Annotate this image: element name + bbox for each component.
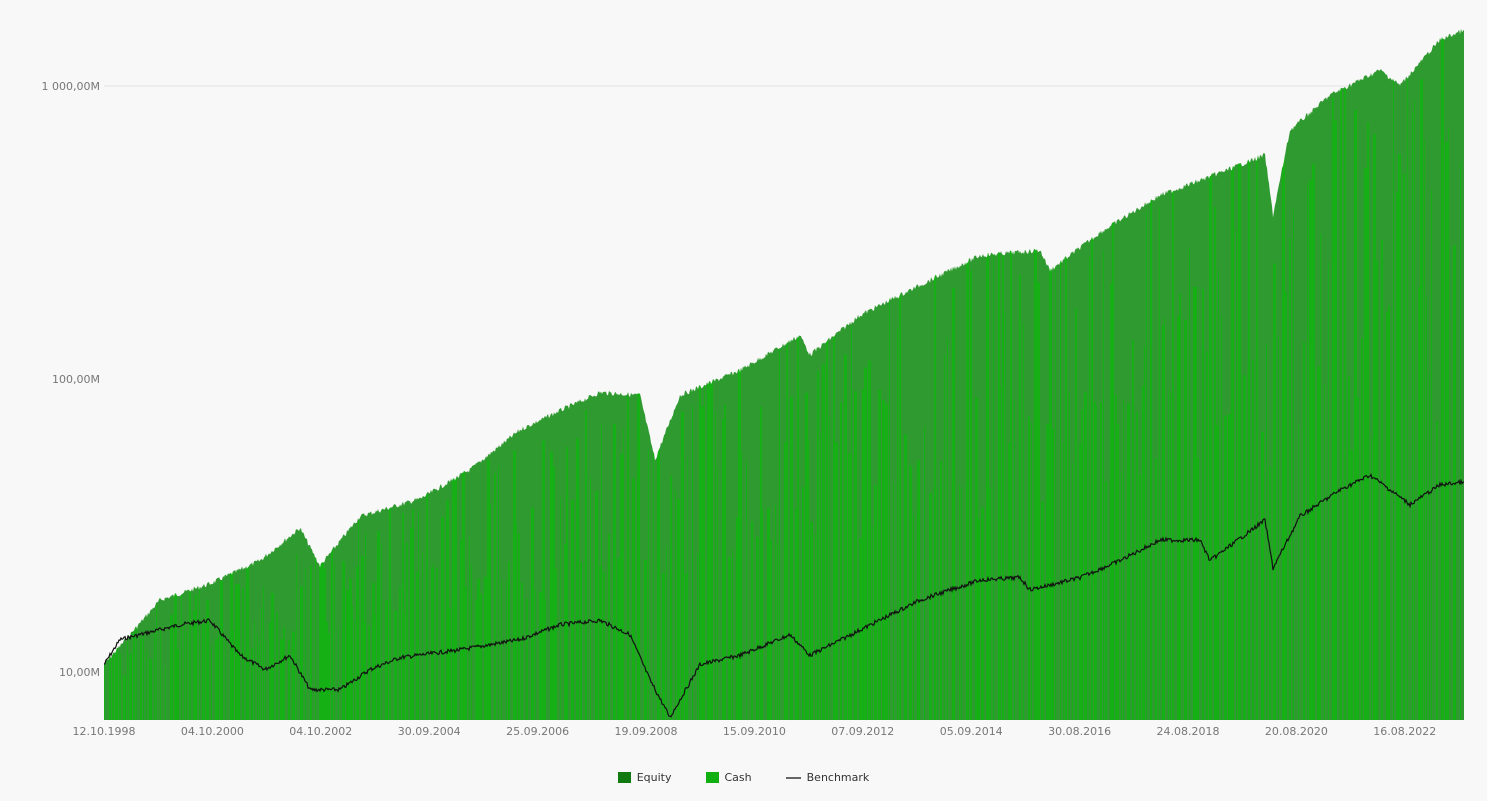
- benchmark-line: [104, 473, 1464, 718]
- cash-swatch-icon: [705, 772, 719, 783]
- legend-label-equity: Equity: [636, 771, 672, 784]
- benchmark-line-icon: [785, 776, 801, 779]
- x-tick-label: 15.09.2010: [723, 725, 786, 738]
- cash-stripes: [104, 38, 1461, 720]
- x-tick-label: 19.09.2008: [615, 725, 678, 738]
- x-tick-label: 16.08.2022: [1373, 725, 1436, 738]
- x-tick-label: 30.09.2004: [398, 725, 461, 738]
- x-tick-label: 20.08.2020: [1265, 725, 1328, 738]
- x-tick-label: 30.08.2016: [1048, 725, 1111, 738]
- x-axis: 12.10.1998 04.10.2000 04.10.2002 30.09.2004…: [73, 725, 1437, 738]
- x-tick-label: 04.10.2002: [289, 725, 352, 738]
- y-axis: 10,00M 100,00M 1 000,00M: [42, 80, 100, 679]
- legend: Equity Cash Benchmark: [0, 771, 1487, 784]
- legend-item-cash[interactable]: Cash: [705, 771, 752, 784]
- x-tick-label: 05.09.2014: [940, 725, 1003, 738]
- x-tick-label: 07.09.2012: [831, 725, 894, 738]
- x-tick-label: 24.08.2018: [1157, 725, 1220, 738]
- equity-swatch-icon: [617, 772, 631, 783]
- y-tick-label: 1 000,00M: [42, 80, 100, 93]
- legend-item-equity[interactable]: Equity: [617, 771, 672, 784]
- legend-item-benchmark[interactable]: Benchmark: [785, 771, 870, 784]
- legend-label-benchmark: Benchmark: [806, 771, 870, 784]
- x-tick-label: 12.10.1998: [73, 725, 136, 738]
- x-tick-label: 25.09.2006: [506, 725, 569, 738]
- y-tick-label: 100,00M: [52, 373, 100, 386]
- x-tick-label: 04.10.2000: [181, 725, 244, 738]
- y-tick-label: 10,00M: [59, 666, 100, 679]
- legend-label-cash: Cash: [724, 771, 752, 784]
